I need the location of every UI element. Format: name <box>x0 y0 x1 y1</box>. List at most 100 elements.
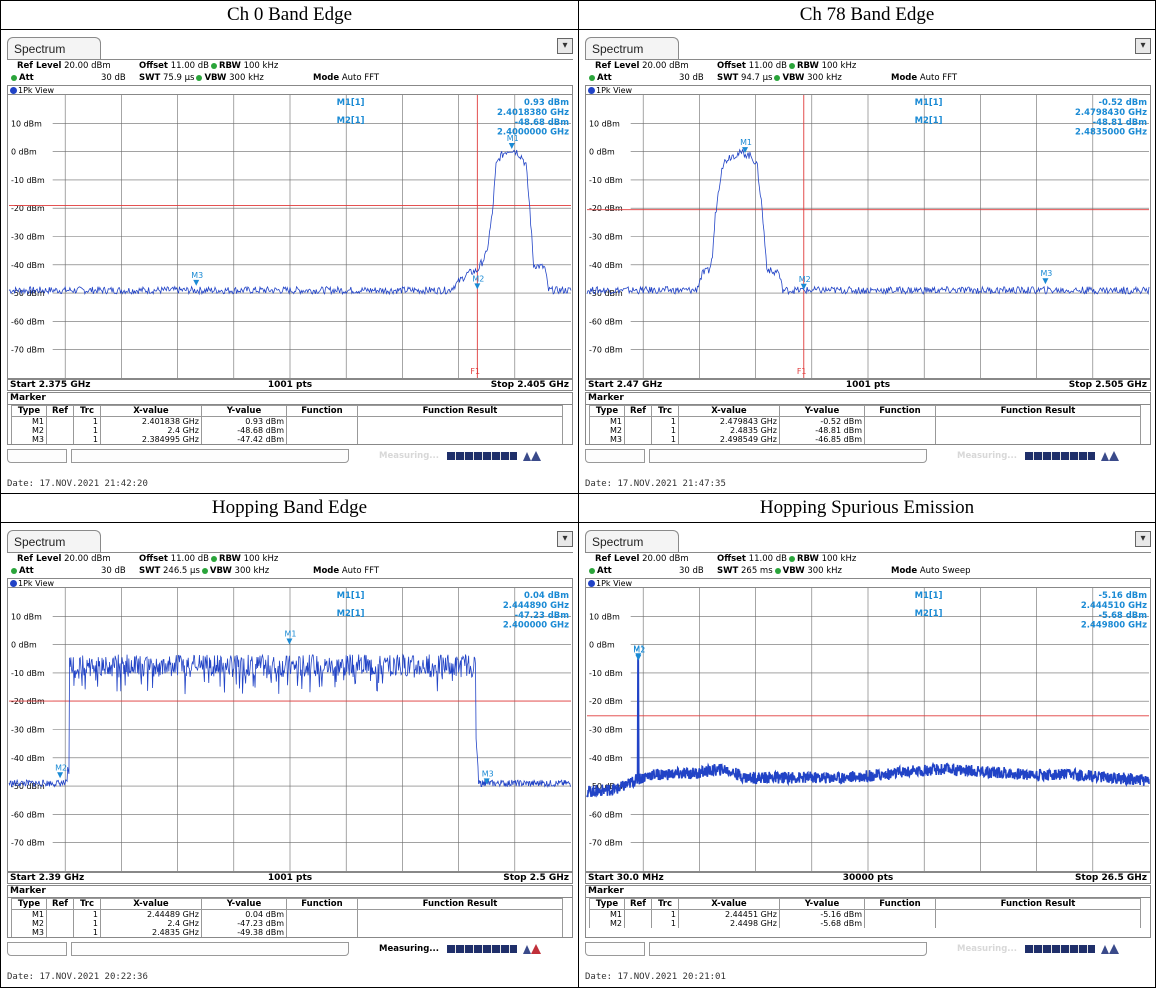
settings-row-2: Att <box>9 73 34 83</box>
instrument-activity-icon <box>523 944 541 954</box>
marker-triangle-icon[interactable] <box>635 654 642 661</box>
readout-value: 2.449800 GHz <box>1081 620 1147 630</box>
marker-column-header: Ref <box>624 405 652 417</box>
panel-ch78: Ch 78 Band Edge Spectrum ▾ Ref Level 20.00 … <box>578 0 1156 494</box>
spectrum-tab[interactable]: Spectrum <box>7 530 101 552</box>
capture-date: Date: 17.NOV.2021 21:42:20 <box>7 479 148 489</box>
marker-cell: M1 <box>11 909 47 919</box>
marker-column-header: Function <box>286 898 358 910</box>
sweep-progress-bar <box>1025 945 1095 953</box>
marker-column-header: Type <box>11 405 47 417</box>
readout-marker-name: M2[1] <box>915 608 943 618</box>
y-tick-label: -60 dBm <box>11 317 45 326</box>
marker-triangle-icon[interactable] <box>742 147 749 154</box>
marker-table-header: Type Ref Trc X-value Y-value Function Function… <box>11 405 563 417</box>
y-tick-bg <box>8 118 53 129</box>
ref-level-label: Ref Level <box>595 554 640 564</box>
marker-cell: 2.479843 GHz <box>678 416 780 426</box>
att-value: 30 dB <box>679 73 704 83</box>
marker-cell: 1 <box>651 909 679 919</box>
marker-triangle-icon[interactable] <box>193 279 200 286</box>
settings-row-1: Ref Level 20.00 dBm <box>595 61 689 71</box>
spectrum-window: Spectrum ▾ Ref Level 20.00 dBm Offset 11.00… <box>7 530 573 984</box>
marker-column-header: Ref <box>46 405 74 417</box>
offset-rbw-row: Offset 11.00 dB RBW 100 kHz <box>139 61 278 71</box>
marker-triangle-icon[interactable] <box>483 778 490 785</box>
mode-value: Auto Sweep <box>919 566 971 576</box>
marker-triangle-icon[interactable] <box>508 143 515 149</box>
swt-value: 75.9 µs <box>163 73 195 83</box>
marker-triangle-icon[interactable] <box>57 772 64 779</box>
vbw-label: VBW <box>209 566 232 576</box>
marker-cell: 2.4835 GHz <box>678 426 780 435</box>
marker-triangle-icon[interactable] <box>1042 278 1049 285</box>
measuring-status: Measuring... <box>957 944 1017 954</box>
ref-level-value: 20.00 dBm <box>64 554 111 564</box>
y-tick-label: -40 dBm <box>11 754 45 763</box>
marker-table: Type Ref Trc X-value Y-value Function Function… <box>589 405 1141 444</box>
trace-view-label: 1Pk View <box>7 85 573 95</box>
marker-cell <box>864 909 936 919</box>
window-menu-icon[interactable]: ▾ <box>557 38 573 54</box>
y-tick-label: -60 dBm <box>589 317 623 326</box>
table-row: M1 1 2.479843 GHz -0.52 dBm <box>589 416 1141 426</box>
marker-triangle-icon[interactable] <box>800 283 807 290</box>
swt-value: 265 ms <box>741 566 773 576</box>
y-tick-bg <box>586 288 631 299</box>
offset-label: Offset <box>717 554 746 564</box>
marker-cell: 1 <box>73 416 101 426</box>
readout-value: 2.4798430 GHz <box>1075 107 1147 117</box>
readout-value: -5.68 dBm <box>1098 610 1147 620</box>
window-menu-icon[interactable]: ▾ <box>1135 38 1151 54</box>
spectrum-trace <box>8 653 572 788</box>
marker-column-header: Function Result <box>357 898 563 910</box>
start-frequency: Start 30.0 MHz <box>588 873 664 883</box>
window-menu-icon[interactable]: ▾ <box>557 531 573 547</box>
marker-label: M2 <box>472 274 484 283</box>
readout-marker-name: M2[1] <box>915 115 943 125</box>
vbw-label: VBW <box>204 73 227 83</box>
measuring-status: Measuring... <box>379 944 439 954</box>
marker-triangle-icon[interactable] <box>286 638 293 645</box>
spectrum-tab[interactable]: Spectrum <box>7 37 101 59</box>
marker-table-box: Marker Type Ref Trc X-value Y-value Function Fu… <box>7 392 573 445</box>
coupling-dot-icon <box>788 555 795 562</box>
window-menu-icon[interactable]: ▾ <box>1135 531 1151 547</box>
status-bar: Measuring... <box>7 447 573 465</box>
swt-vbw-row: SWT 265 ms VBW 300 kHz <box>717 566 842 576</box>
spectrum-tab[interactable]: Spectrum <box>585 37 679 59</box>
table-row: M3 1 2.384995 GHz -47.42 dBm <box>11 435 563 444</box>
y-tick-bg <box>8 752 53 763</box>
ref-level-label: Ref Level <box>595 61 640 71</box>
marker-cell: M3 <box>11 928 47 937</box>
marker-cell <box>624 435 652 444</box>
coupling-dot-icon <box>210 555 217 562</box>
marker-label: M2 <box>55 763 67 772</box>
att-label: Att <box>597 73 612 83</box>
marker-cell: M1 <box>589 909 625 919</box>
readout-value: 2.4000000 GHz <box>497 127 569 137</box>
sweep-range-bar: Start 30.0 MHz 30000 pts Stop 26.5 GHz <box>585 872 1151 884</box>
y-tick-bg <box>8 231 53 242</box>
marker-cell <box>46 919 74 928</box>
mode-row: Mode Auto FFT <box>313 566 379 576</box>
marker-cell: -48.81 dBm <box>779 426 865 435</box>
marker-table-header: Type Ref Trc X-value Y-value Function Function… <box>589 898 1141 910</box>
status-field-message <box>649 449 927 463</box>
marker-triangle-icon[interactable] <box>474 283 481 290</box>
status-field-left <box>585 942 645 956</box>
sweep-points: 30000 pts <box>842 873 894 883</box>
status-bar: Measuring... <box>585 940 1151 958</box>
y-tick-label: 10 dBm <box>11 612 42 621</box>
spectrum-tab[interactable]: Spectrum <box>585 530 679 552</box>
readout-value: 0.93 dBm <box>524 97 569 107</box>
marker-cell <box>357 928 563 937</box>
y-tick-label: -10 dBm <box>11 176 45 185</box>
capture-date: Date: 17.NOV.2021 21:47:35 <box>585 479 726 489</box>
readout-marker-name: M1[1] <box>337 97 365 107</box>
frequency-line-label: F1 <box>470 367 480 376</box>
att-coupling-dot-icon <box>11 74 17 81</box>
readout-value: 2.4018380 GHz <box>497 107 569 117</box>
y-tick-bg <box>8 288 53 299</box>
tab-divider <box>7 552 573 553</box>
